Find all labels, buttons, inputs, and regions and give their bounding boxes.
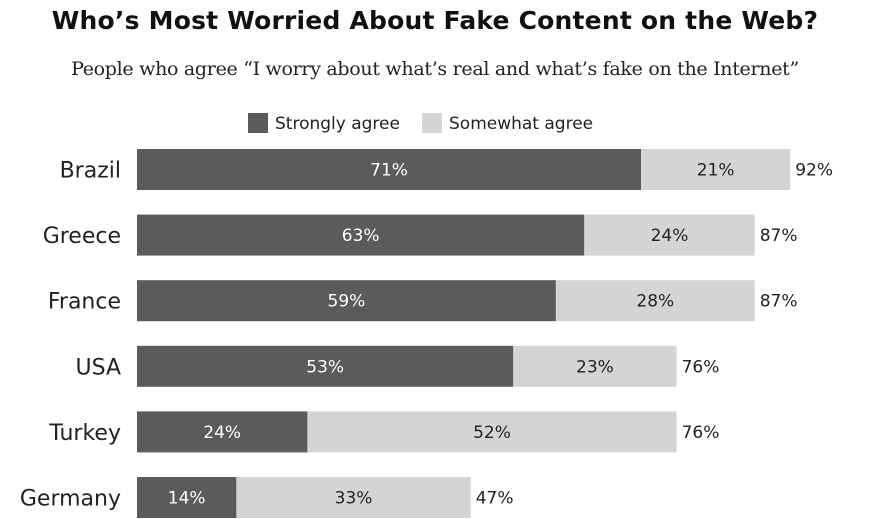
category-label: Greece	[43, 224, 121, 249]
bar-somewhat-agree	[641, 149, 791, 190]
chart-title: Who’s Most Worried About Fake Content on…	[51, 6, 819, 35]
bar-strongly-agree	[137, 149, 642, 190]
legend-swatch-strongly-agree	[248, 113, 268, 133]
category-label: Germany	[20, 487, 121, 512]
data-label-strongly-agree: 53%	[306, 357, 344, 377]
legend-swatch-somewhat-agree	[422, 113, 442, 133]
legend-label-strongly-agree: Strongly agree	[275, 114, 400, 134]
bar-somewhat-agree	[555, 280, 755, 322]
chart-subtitle: People who agree “I worry about what’s r…	[71, 58, 799, 80]
category-label: USA	[75, 355, 121, 380]
category-label: Brazil	[60, 159, 121, 184]
data-label-somewhat-agree: 23%	[576, 357, 614, 377]
bar-strongly-agree	[137, 280, 556, 322]
category-label: France	[48, 290, 121, 315]
data-label-strongly-agree: 71%	[370, 161, 408, 181]
legend-label-somewhat-agree: Somewhat agree	[449, 114, 593, 134]
total-label: 76%	[682, 357, 720, 377]
bar-strongly-agree	[137, 411, 308, 453]
data-label-strongly-agree: 63%	[342, 226, 380, 246]
total-label: 76%	[682, 423, 720, 443]
data-label-somewhat-agree: 24%	[651, 226, 689, 246]
bar-somewhat-agree	[513, 345, 677, 387]
bar-strongly-agree	[137, 214, 585, 256]
total-label: 87%	[760, 292, 798, 312]
bar-strongly-agree	[137, 477, 237, 518]
total-label: 47%	[476, 489, 514, 509]
data-label-somewhat-agree: 28%	[636, 292, 674, 312]
total-label: 87%	[760, 226, 798, 246]
bar-strongly-agree	[137, 345, 514, 387]
data-label-somewhat-agree: 52%	[473, 423, 511, 443]
category-label: Turkey	[48, 421, 121, 446]
bar-somewhat-agree	[584, 214, 755, 256]
data-label-somewhat-agree: 33%	[335, 489, 373, 509]
data-label-strongly-agree: 59%	[328, 292, 366, 312]
data-label-strongly-agree: 24%	[203, 423, 241, 443]
data-label-somewhat-agree: 21%	[697, 161, 735, 181]
data-label-strongly-agree: 14%	[168, 489, 206, 509]
bar-somewhat-agree	[307, 411, 677, 453]
total-label: 92%	[795, 161, 833, 181]
bar-somewhat-agree	[236, 477, 471, 518]
